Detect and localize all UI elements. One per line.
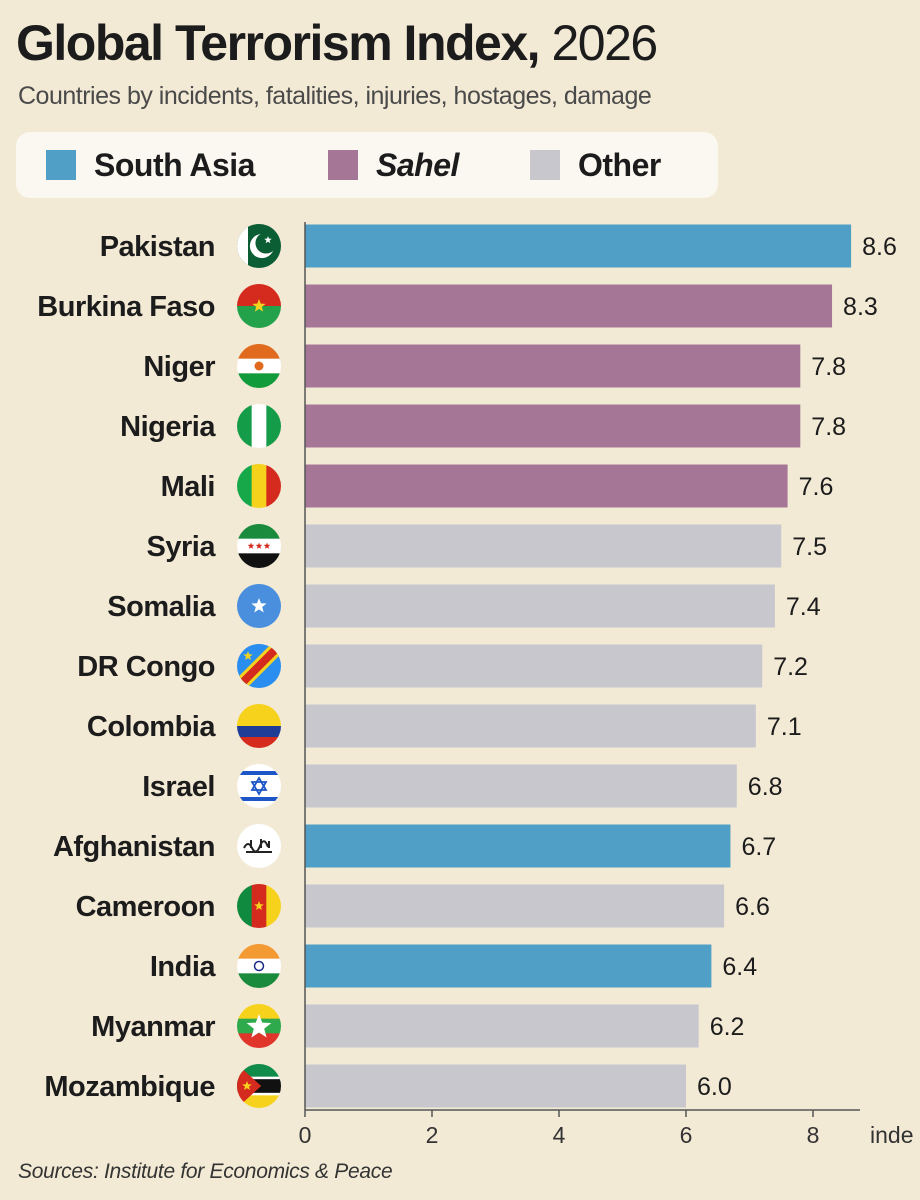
value-label-cameroon: 6.6 [735, 893, 770, 921]
bar-row-mozambique: Mozambique 6.0 [44, 1064, 732, 1108]
country-label-somalia: Somalia [107, 591, 216, 623]
value-label-dr-congo: 7.2 [773, 653, 808, 681]
country-label-cameroon: Cameroon [76, 891, 215, 923]
country-label-mozambique: Mozambique [44, 1071, 215, 1103]
sources-note: Sources: Institute for Economics & Peace [18, 1160, 393, 1183]
mali-flag-icon [237, 464, 281, 508]
legend-swatch-sahel [328, 150, 358, 180]
mozambique-flag-icon [237, 1064, 281, 1108]
value-label-burkina-faso: 8.3 [843, 293, 878, 321]
x-axis-label: inde [870, 1122, 913, 1148]
legend-label-other: Other [578, 146, 661, 183]
bar-row-cameroon: Cameroon 6.6 [76, 884, 770, 928]
bar-mozambique [305, 1064, 686, 1108]
somalia-flag-icon [237, 584, 281, 628]
legend-item-south-asia: South Asia [46, 132, 255, 198]
legend-item-sahel: Sahel [328, 132, 459, 198]
bar-afghanistan [305, 824, 731, 868]
colombia-flag-icon [237, 704, 281, 748]
afghanistan-flag-icon [237, 824, 281, 868]
country-label-burkina-faso: Burkina Faso [37, 291, 215, 323]
bar-israel [305, 764, 737, 808]
bar-colombia [305, 704, 756, 748]
country-label-mali: Mali [161, 471, 215, 503]
chart-title: Global Terrorism Index, 2026 [16, 14, 658, 72]
nigeria-flag-icon [237, 404, 281, 448]
value-label-india: 6.4 [722, 953, 757, 981]
country-label-dr-congo: DR Congo [77, 651, 215, 683]
bar-row-myanmar: Myanmar 6.2 [91, 1004, 745, 1048]
burkina-faso-flag-icon [237, 284, 281, 328]
value-label-mali: 7.6 [799, 473, 834, 501]
value-label-pakistan: 8.6 [862, 233, 897, 261]
country-label-niger: Niger [143, 351, 215, 383]
israel-flag-icon [237, 764, 281, 808]
value-label-afghanistan: 6.7 [741, 833, 776, 861]
country-label-afghanistan: Afghanistan [53, 831, 215, 863]
legend-swatch-other [530, 150, 560, 180]
pakistan-flag-icon [237, 224, 281, 268]
dr-congo-flag-icon [237, 644, 281, 688]
chart-subtitle: Countries by incidents, fatalities, inju… [18, 82, 652, 110]
value-label-colombia: 7.1 [767, 713, 802, 741]
value-label-niger: 7.8 [811, 353, 846, 381]
bar-row-niger: Niger 7.8 [143, 344, 846, 388]
legend-item-other: Other [530, 132, 661, 198]
bar-dr-congo [305, 644, 763, 688]
legend-label-south-asia: South Asia [94, 146, 255, 183]
niger-flag-icon [237, 344, 281, 388]
bar-myanmar [305, 1004, 699, 1048]
bar-row-burkina-faso: Burkina Faso 8.3 [37, 284, 878, 328]
country-label-myanmar: Myanmar [91, 1011, 215, 1043]
bar-burkina-faso [305, 284, 833, 328]
legend-label-sahel: Sahel [376, 146, 459, 183]
country-label-israel: Israel [142, 771, 215, 803]
chart-title-year: 2026 [551, 15, 658, 71]
value-label-syria: 7.5 [792, 533, 827, 561]
chart-title-main: Global Terrorism Index, [16, 15, 541, 71]
syria-flag-icon [237, 524, 281, 568]
bar-niger [305, 344, 801, 388]
legend: South Asia Sahel Other [16, 132, 718, 198]
country-label-pakistan: Pakistan [100, 231, 215, 263]
value-label-israel: 6.8 [748, 773, 783, 801]
bar-row-pakistan: Pakistan 8.6 [100, 224, 897, 268]
bar-nigeria [305, 404, 801, 448]
bar-row-nigeria: Nigeria 7.8 [120, 404, 846, 448]
x-tick-label-0: 0 [299, 1122, 312, 1148]
india-flag-icon [237, 944, 281, 988]
bar-row-india: India 6.4 [150, 944, 757, 988]
bar-pakistan [305, 224, 852, 268]
x-tick-label-6: 6 [680, 1122, 693, 1148]
value-label-myanmar: 6.2 [710, 1013, 745, 1041]
x-tick-label-2: 2 [426, 1122, 439, 1148]
bar-row-somalia: Somalia 7.4 [107, 584, 821, 628]
bar-cameroon [305, 884, 725, 928]
bar-india [305, 944, 712, 988]
x-tick-label-4: 4 [553, 1122, 566, 1148]
cameroon-flag-icon [237, 884, 281, 928]
country-label-nigeria: Nigeria [120, 411, 216, 443]
x-tick-label-8: 8 [807, 1122, 820, 1148]
country-label-india: India [150, 951, 217, 983]
bar-row-israel: Israel 6.8 [142, 764, 783, 808]
country-label-syria: Syria [147, 531, 217, 563]
bar-row-dr-congo: DR Congo 7.2 [77, 644, 808, 688]
bar-row-afghanistan: Afghanistan 6.7 [53, 824, 776, 868]
bar-syria [305, 524, 782, 568]
bar-mali [305, 464, 788, 508]
value-label-nigeria: 7.8 [811, 413, 846, 441]
myanmar-flag-icon [237, 1004, 281, 1048]
bar-row-mali: Mali 7.6 [161, 464, 834, 508]
bar-somalia [305, 584, 775, 628]
value-label-mozambique: 6.0 [697, 1073, 732, 1101]
bar-row-colombia: Colombia 7.1 [87, 704, 802, 748]
value-label-somalia: 7.4 [786, 593, 821, 621]
bar-row-syria: Syria 7.5 [147, 524, 827, 568]
legend-swatch-south-asia [46, 150, 76, 180]
country-label-colombia: Colombia [87, 711, 216, 743]
